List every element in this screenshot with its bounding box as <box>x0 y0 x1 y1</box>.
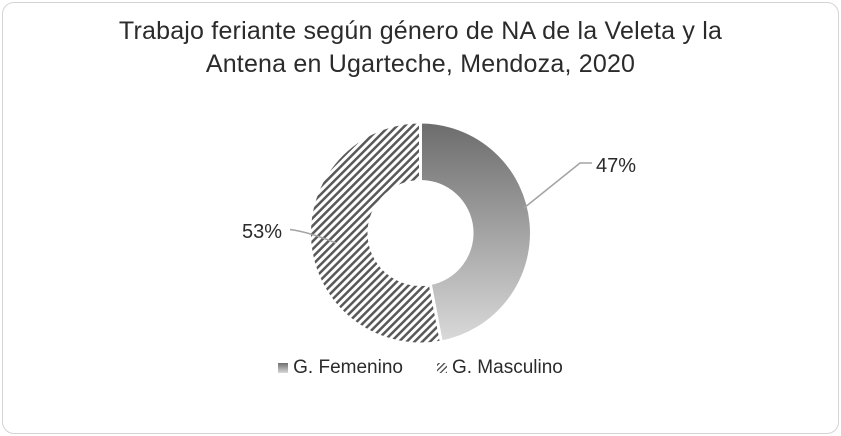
legend-swatch-masculino-icon <box>436 363 447 373</box>
legend-item-masculino[interactable]: G. Masculino <box>436 357 563 379</box>
leader-line-femenino <box>523 162 592 209</box>
legend-swatch-femenino-icon <box>278 363 289 373</box>
data-label-femenino[interactable]: 47% <box>596 155 636 177</box>
slice-g-femenino[interactable] <box>419 120 533 344</box>
chart-title-line2: Antena en Ugarteche, Mendoza, 2020 <box>205 50 636 78</box>
legend-label-masculino: G. Masculino <box>451 357 563 378</box>
chart-legend: G. Femenino G. Masculino <box>0 357 841 379</box>
slice-g-masculino[interactable] <box>308 120 444 346</box>
data-label-masculino[interactable]: 53% <box>242 221 282 243</box>
legend-label-femenino: G. Femenino <box>293 357 403 378</box>
legend-item-femenino[interactable]: G. Femenino <box>278 357 403 379</box>
chart-title[interactable]: Trabajo feriante según género de NA de l… <box>0 15 841 81</box>
leader-line-masculino <box>289 228 337 244</box>
chart-title-line1: Trabajo feriante según género de NA de l… <box>118 17 723 45</box>
